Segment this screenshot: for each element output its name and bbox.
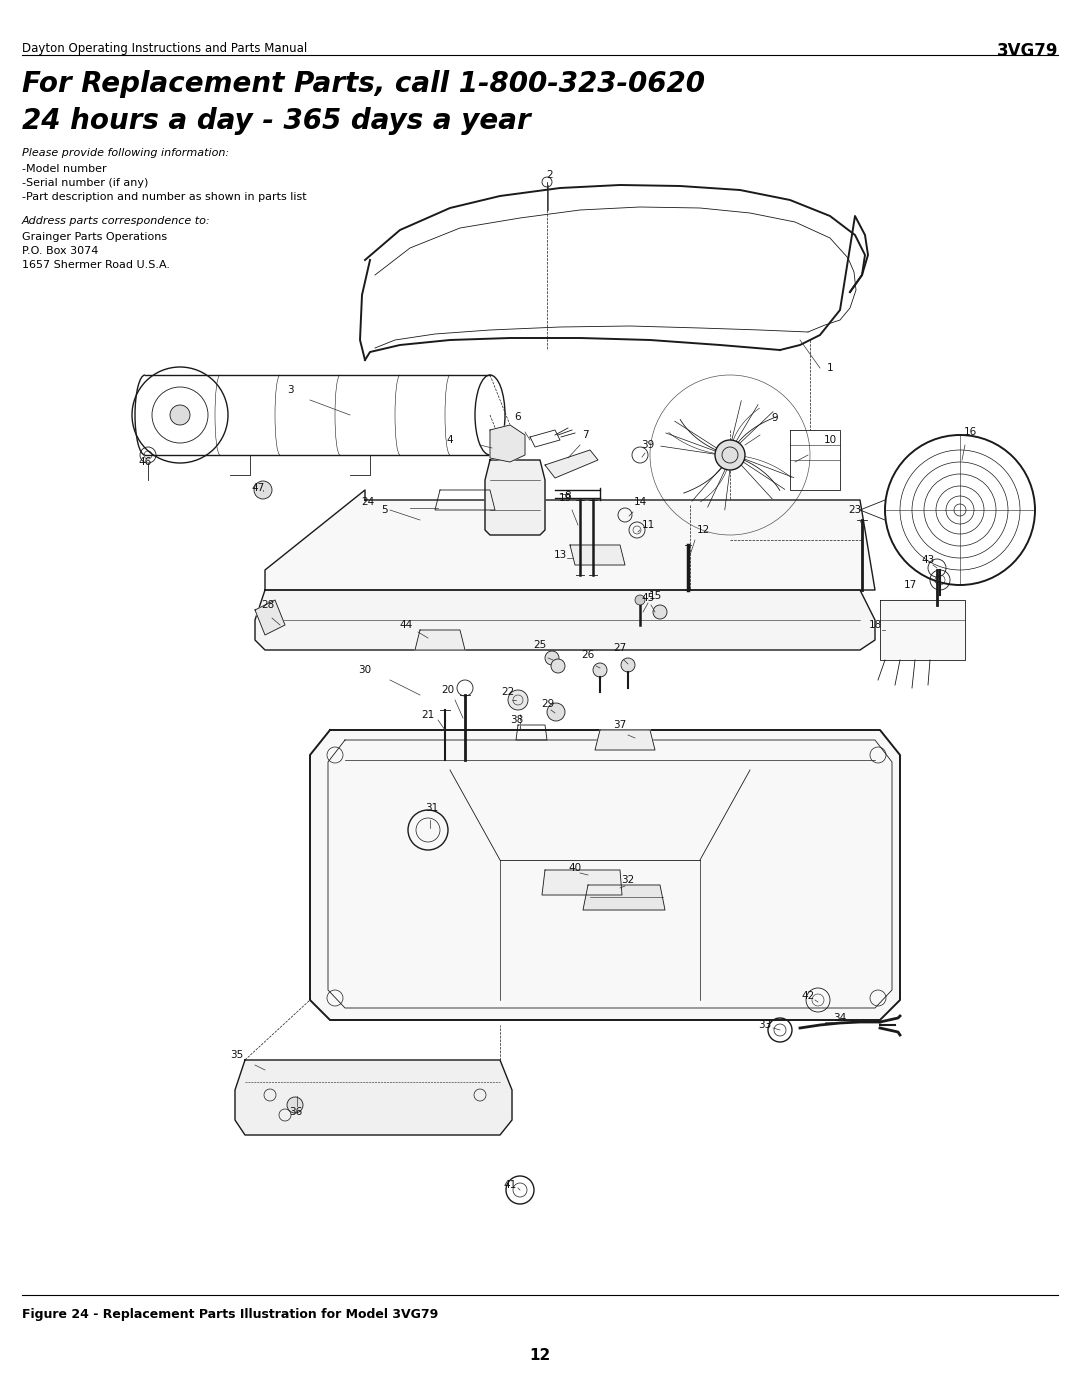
Text: Figure 24 - Replacement Parts Illustration for Model 3VG79: Figure 24 - Replacement Parts Illustrati… bbox=[22, 1308, 438, 1322]
Circle shape bbox=[653, 605, 667, 619]
Circle shape bbox=[508, 690, 528, 710]
Circle shape bbox=[551, 659, 565, 673]
Text: 6: 6 bbox=[515, 412, 522, 422]
Polygon shape bbox=[545, 450, 598, 478]
Text: 23: 23 bbox=[849, 504, 862, 515]
Circle shape bbox=[170, 405, 190, 425]
Polygon shape bbox=[570, 545, 625, 564]
Polygon shape bbox=[310, 731, 900, 1020]
Text: 38: 38 bbox=[511, 715, 524, 725]
Text: 35: 35 bbox=[230, 1051, 244, 1060]
Text: 46: 46 bbox=[138, 457, 151, 467]
Text: 19: 19 bbox=[558, 493, 571, 503]
Text: 1: 1 bbox=[826, 363, 834, 373]
Text: 18: 18 bbox=[868, 620, 881, 630]
Text: For Replacement Parts, call 1-800-323-0620: For Replacement Parts, call 1-800-323-06… bbox=[22, 70, 705, 98]
Text: 45: 45 bbox=[642, 592, 654, 604]
Text: 14: 14 bbox=[633, 497, 647, 507]
Text: 17: 17 bbox=[903, 580, 917, 590]
Text: 12: 12 bbox=[697, 525, 710, 535]
Text: 41: 41 bbox=[503, 1180, 516, 1190]
Text: 33: 33 bbox=[758, 1020, 771, 1030]
Text: 28: 28 bbox=[261, 599, 274, 610]
Text: 22: 22 bbox=[501, 687, 515, 697]
Text: 3: 3 bbox=[286, 386, 294, 395]
Text: 39: 39 bbox=[642, 440, 654, 450]
Circle shape bbox=[546, 703, 565, 721]
Text: 2: 2 bbox=[546, 170, 553, 180]
Text: 44: 44 bbox=[400, 620, 413, 630]
Text: 29: 29 bbox=[541, 698, 555, 710]
Text: 37: 37 bbox=[613, 719, 626, 731]
Text: 10: 10 bbox=[823, 434, 837, 446]
Text: Dayton Operating Instructions and Parts Manual: Dayton Operating Instructions and Parts … bbox=[22, 42, 307, 54]
Text: 32: 32 bbox=[621, 875, 635, 886]
Text: -Model number: -Model number bbox=[22, 163, 107, 175]
Text: 16: 16 bbox=[963, 427, 976, 437]
Text: 7: 7 bbox=[582, 430, 589, 440]
Polygon shape bbox=[542, 870, 622, 895]
Text: 21: 21 bbox=[421, 710, 434, 719]
Polygon shape bbox=[485, 460, 545, 535]
Text: -Serial number (if any): -Serial number (if any) bbox=[22, 177, 148, 189]
Text: 31: 31 bbox=[426, 803, 438, 813]
Text: 12: 12 bbox=[529, 1348, 551, 1362]
Circle shape bbox=[287, 1097, 303, 1113]
Circle shape bbox=[715, 440, 745, 469]
Polygon shape bbox=[235, 1060, 512, 1134]
Circle shape bbox=[635, 595, 645, 605]
Polygon shape bbox=[415, 630, 465, 650]
Text: 20: 20 bbox=[442, 685, 455, 694]
Text: 34: 34 bbox=[834, 1013, 847, 1023]
Text: 47: 47 bbox=[252, 483, 265, 493]
Text: 15: 15 bbox=[648, 591, 662, 601]
Text: 36: 36 bbox=[289, 1106, 302, 1118]
Text: 24: 24 bbox=[362, 497, 375, 507]
Text: 40: 40 bbox=[568, 863, 581, 873]
Text: 5: 5 bbox=[381, 504, 389, 515]
Polygon shape bbox=[583, 886, 665, 909]
Text: 24 hours a day - 365 days a year: 24 hours a day - 365 days a year bbox=[22, 108, 530, 136]
Text: 25: 25 bbox=[534, 640, 546, 650]
Polygon shape bbox=[265, 490, 875, 590]
Circle shape bbox=[593, 664, 607, 678]
Polygon shape bbox=[255, 599, 285, 636]
Text: 11: 11 bbox=[642, 520, 654, 529]
Text: 4: 4 bbox=[447, 434, 454, 446]
Text: 43: 43 bbox=[921, 555, 934, 564]
Text: 1657 Shermer Road U.S.A.: 1657 Shermer Road U.S.A. bbox=[22, 260, 170, 270]
Text: 8: 8 bbox=[565, 490, 571, 502]
Text: Address parts correspondence to:: Address parts correspondence to: bbox=[22, 217, 211, 226]
Text: P.O. Box 3074: P.O. Box 3074 bbox=[22, 246, 98, 256]
Circle shape bbox=[545, 651, 559, 665]
Text: 13: 13 bbox=[553, 550, 567, 560]
Polygon shape bbox=[880, 599, 966, 659]
Polygon shape bbox=[255, 590, 875, 650]
Text: 27: 27 bbox=[613, 643, 626, 652]
Text: -Part description and number as shown in parts list: -Part description and number as shown in… bbox=[22, 191, 307, 203]
Text: 3VG79: 3VG79 bbox=[997, 42, 1058, 60]
Text: 26: 26 bbox=[581, 650, 595, 659]
Text: Grainger Parts Operations: Grainger Parts Operations bbox=[22, 232, 167, 242]
Text: 9: 9 bbox=[772, 414, 779, 423]
Circle shape bbox=[621, 658, 635, 672]
Text: 42: 42 bbox=[801, 990, 814, 1002]
Text: 30: 30 bbox=[359, 665, 372, 675]
Circle shape bbox=[254, 481, 272, 499]
Polygon shape bbox=[490, 425, 525, 462]
Text: Please provide following information:: Please provide following information: bbox=[22, 148, 229, 158]
Polygon shape bbox=[595, 731, 654, 750]
